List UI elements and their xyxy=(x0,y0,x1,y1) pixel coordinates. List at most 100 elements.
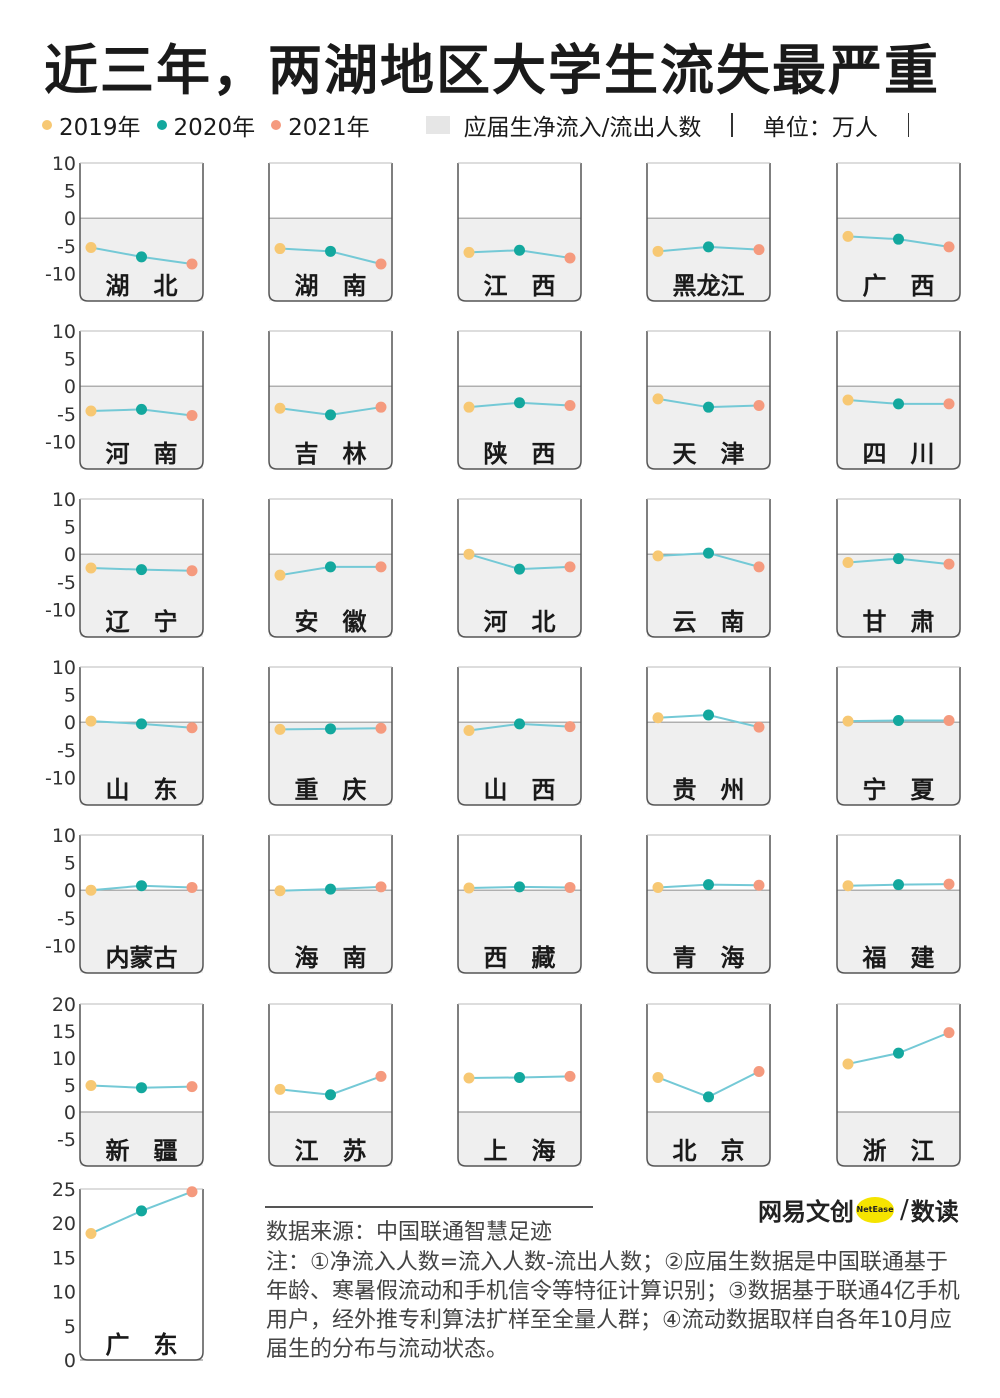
panel-label: 海 南 xyxy=(295,944,367,972)
data-point-2019年 xyxy=(85,1080,97,1092)
panel-label: 河 南 xyxy=(106,440,178,468)
y-tick-label: -5 xyxy=(57,1129,76,1151)
data-point-2021年 xyxy=(943,715,955,727)
data-point-2021年 xyxy=(753,721,765,733)
panel-label: 重 庆 xyxy=(295,776,367,804)
data-source: 数据来源：中国联通智慧足迹 xyxy=(266,1220,553,1245)
negative-area xyxy=(269,890,392,973)
panel-label: 辽 宁 xyxy=(106,608,178,636)
negative-area xyxy=(269,722,392,805)
y-tick-label: 15 xyxy=(52,1247,76,1269)
y-tick-label: -5 xyxy=(57,404,76,426)
panel-label: 山 东 xyxy=(106,776,178,804)
panel-frame xyxy=(836,835,961,974)
data-point-2020年 xyxy=(136,403,147,415)
y-tick-label: 5 xyxy=(64,349,76,371)
data-point-2021年 xyxy=(186,1186,198,1198)
data-point-2020年 xyxy=(325,723,336,735)
data-point-2021年 xyxy=(564,561,576,573)
data-point-2021年 xyxy=(375,881,387,893)
y-tick-label: 0 xyxy=(64,712,76,734)
data-point-2021年 xyxy=(564,400,576,412)
negative-area xyxy=(837,890,960,973)
panel-label: 安 徽 xyxy=(295,608,368,636)
panel-frame xyxy=(268,835,393,974)
data-point-2019年 xyxy=(274,723,286,735)
negative-area xyxy=(647,554,770,637)
panel-label: 云 南 xyxy=(673,608,745,636)
panel-frame xyxy=(268,499,393,638)
panel-frame xyxy=(646,163,771,302)
negative-area xyxy=(647,218,770,301)
panel-frame xyxy=(79,331,204,470)
data-point-2020年 xyxy=(514,718,525,730)
y-tick-label: 10 xyxy=(52,825,76,847)
data-point-2019年 xyxy=(652,1071,664,1083)
legend-label-2021: 2021年 xyxy=(288,115,370,141)
data-point-2019年 xyxy=(463,548,475,560)
panel-frame xyxy=(79,667,204,806)
y-tick-label: -5 xyxy=(57,908,76,930)
panel-label: 四 川 xyxy=(863,440,935,468)
y-tick-label: 20 xyxy=(52,1213,76,1235)
panel-frame xyxy=(836,1004,961,1167)
data-point-2021年 xyxy=(564,252,576,264)
data-point-2020年 xyxy=(703,241,714,253)
y-tick-label: 15 xyxy=(52,1021,76,1043)
panel-label: 北 京 xyxy=(673,1137,745,1165)
data-point-2019年 xyxy=(652,393,664,405)
y-tick-label: 10 xyxy=(52,1048,76,1070)
panel-frame xyxy=(457,499,582,638)
data-point-2019年 xyxy=(274,402,286,414)
panel-label: 湖 南 xyxy=(295,272,367,300)
legend-area-label: 应届生净流入/流出人数 xyxy=(463,115,702,141)
data-point-2020年 xyxy=(136,880,147,892)
legend-item-2019: 2019年 xyxy=(42,108,141,142)
unit-label: 单位：万人 xyxy=(762,115,878,141)
data-point-2021年 xyxy=(943,1027,955,1039)
negative-area xyxy=(80,722,203,805)
data-point-2019年 xyxy=(274,885,286,897)
data-point-2020年 xyxy=(514,1071,525,1083)
data-point-2021年 xyxy=(753,400,765,412)
y-tick-label: -10 xyxy=(45,935,76,957)
negative-area xyxy=(647,890,770,973)
y-tick-label: 5 xyxy=(64,517,76,539)
panel-frame xyxy=(836,331,961,470)
negative-area xyxy=(647,1112,770,1166)
panel-label: 西 藏 xyxy=(484,944,556,972)
data-point-2019年 xyxy=(85,562,97,574)
data-point-2021年 xyxy=(375,561,387,573)
negative-area xyxy=(80,890,203,973)
data-point-2019年 xyxy=(85,884,97,896)
data-point-2019年 xyxy=(274,1083,286,1095)
negative-area xyxy=(837,722,960,805)
data-point-2021年 xyxy=(186,722,198,734)
legend-dot-2020-icon xyxy=(156,120,167,130)
data-point-2020年 xyxy=(514,563,525,575)
negative-area xyxy=(269,218,392,301)
data-point-2021年 xyxy=(564,1070,576,1082)
data-point-2021年 xyxy=(186,1081,198,1093)
panel-frame xyxy=(646,1004,771,1167)
data-point-2020年 xyxy=(703,709,714,721)
y-tick-label: -5 xyxy=(57,236,76,258)
data-point-2021年 xyxy=(375,401,387,413)
data-point-2020年 xyxy=(703,1091,714,1103)
data-point-2020年 xyxy=(325,245,336,257)
panel-frame xyxy=(457,163,582,302)
data-point-2019年 xyxy=(463,246,475,258)
y-tick-label: 5 xyxy=(64,853,76,875)
y-tick-label: 0 xyxy=(64,1350,76,1372)
data-point-2021年 xyxy=(375,1070,387,1082)
y-tick-label: 10 xyxy=(52,1282,76,1304)
negative-area xyxy=(458,890,581,973)
netease-badge-icon: NetEase xyxy=(856,1196,894,1223)
negative-area xyxy=(458,218,581,301)
page-title: 近三年，两湖地区大学生流失最严重 xyxy=(44,39,940,102)
legend-label-2020: 2020年 xyxy=(173,115,256,141)
panel-label: 黑龙江 xyxy=(673,272,745,300)
data-point-2021年 xyxy=(375,258,387,270)
data-point-2019年 xyxy=(652,245,664,257)
data-point-2019年 xyxy=(842,715,854,727)
